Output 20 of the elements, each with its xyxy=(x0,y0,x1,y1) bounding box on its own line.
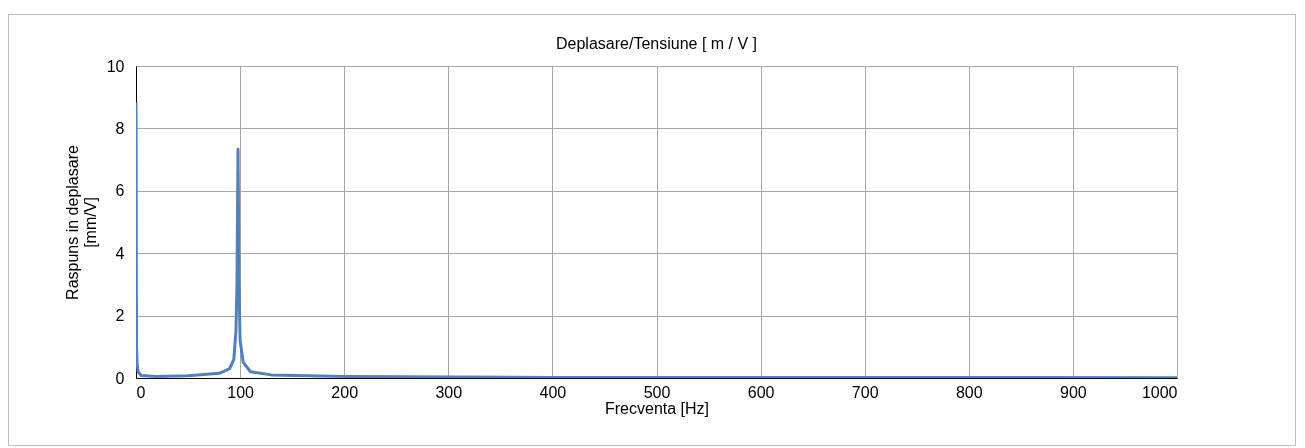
x-tick-label: 0 xyxy=(136,383,146,401)
y-tick-label: 0 xyxy=(115,369,125,387)
y-tick-label: 6 xyxy=(115,182,125,200)
x-tick-label: 1000 xyxy=(1141,383,1178,401)
chart-title: Deplasare/Tensiune [ m / V ] xyxy=(556,35,757,52)
y-tick-label: 10 xyxy=(106,57,125,75)
x-tick-label: 800 xyxy=(955,383,983,401)
y-tick-label: 4 xyxy=(115,244,125,262)
y-tick-label: 8 xyxy=(115,119,125,137)
x-tick-label: 700 xyxy=(851,383,879,401)
x-tick-label: 100 xyxy=(227,383,255,401)
x-tick-label: 500 xyxy=(643,383,671,401)
y-tick-label: 2 xyxy=(115,307,125,325)
x-tick-label: 300 xyxy=(435,383,463,401)
y-axis-title: Raspuns in deplasare [mm/V] xyxy=(63,145,99,300)
x-tick-label: 400 xyxy=(539,383,567,401)
x-tick-label: 200 xyxy=(331,383,359,401)
x-tick-label: 600 xyxy=(747,383,775,401)
x-axis-title: Frecventa [Hz] xyxy=(604,399,710,417)
x-tick-label: 900 xyxy=(1060,383,1087,401)
